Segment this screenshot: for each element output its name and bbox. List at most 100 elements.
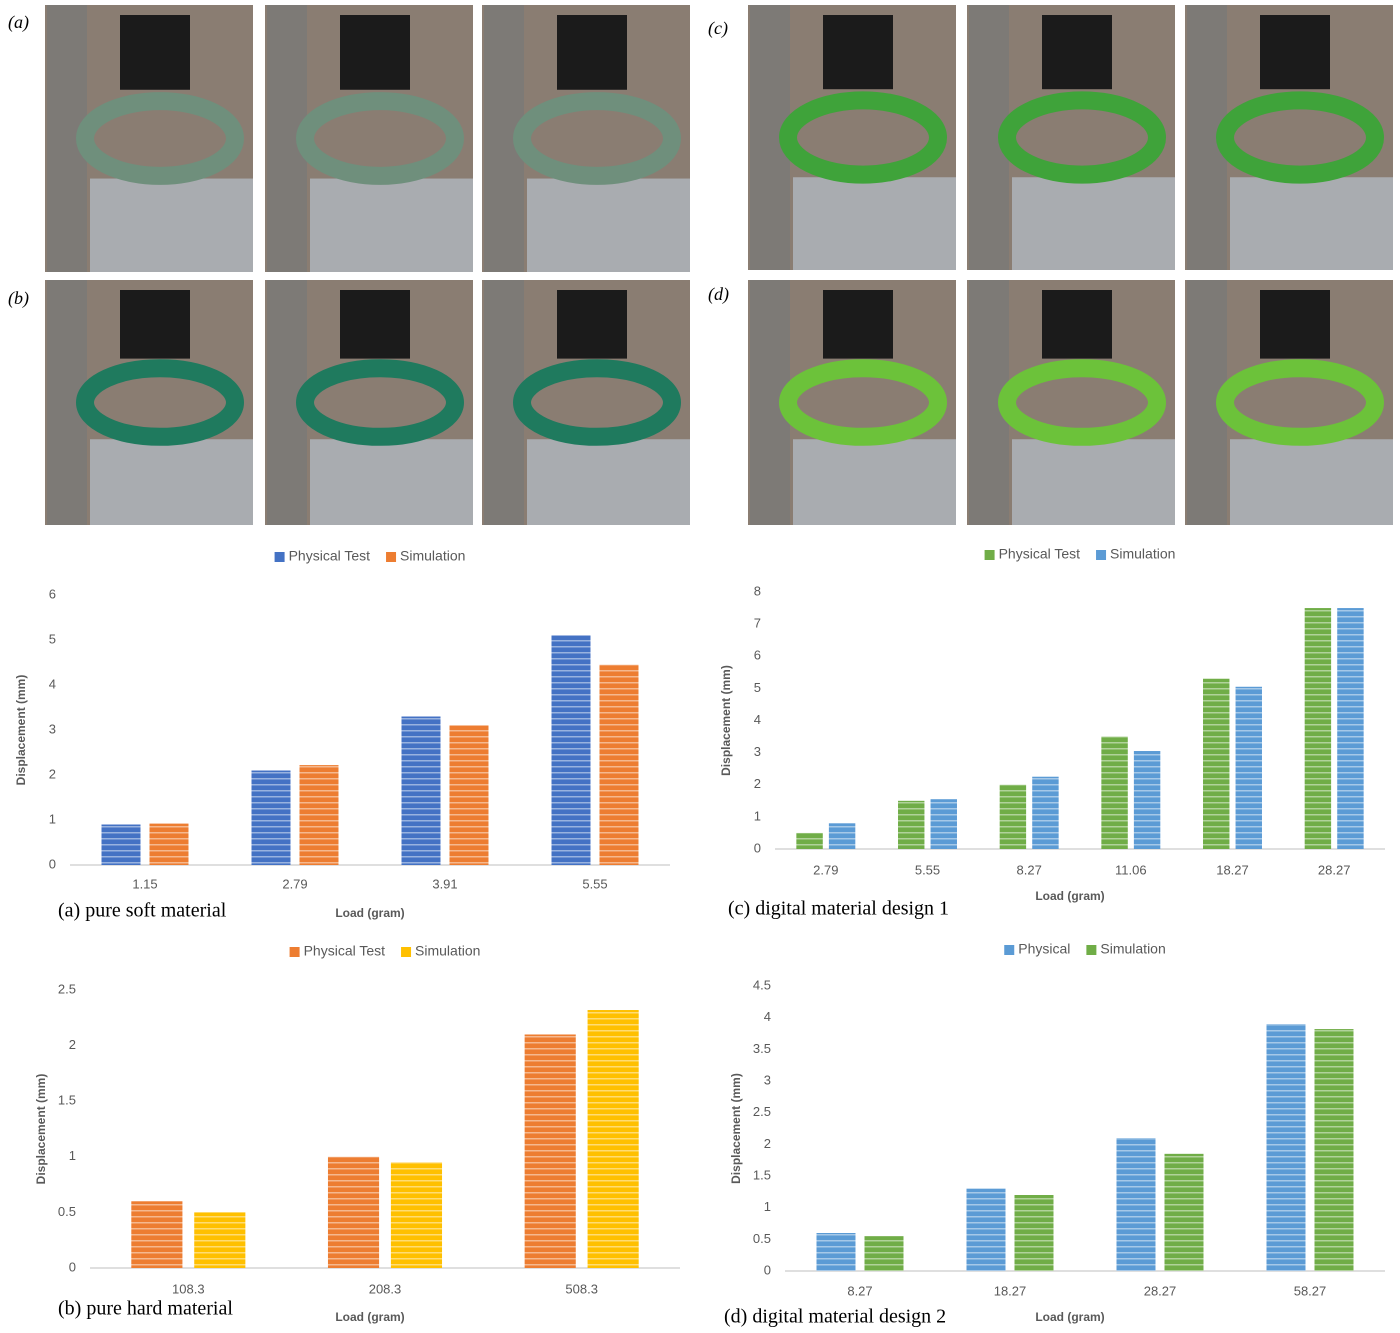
y-tick-label: 3 xyxy=(754,744,761,759)
y-tick-label: 2 xyxy=(69,1037,76,1052)
photo-block xyxy=(1230,439,1393,525)
bar xyxy=(131,1201,182,1268)
photo-block xyxy=(1012,439,1175,525)
x-tick-label: 58.27 xyxy=(1294,1283,1327,1298)
bar xyxy=(252,771,291,866)
photo-clip xyxy=(1042,15,1112,89)
panel-label: (d) xyxy=(708,284,729,305)
x-tick-label: 2.79 xyxy=(282,876,307,891)
y-tick-label: 4 xyxy=(754,712,761,727)
legend-label: Physical Test xyxy=(304,943,386,959)
photo-clip xyxy=(120,290,190,359)
legend-label: Physical xyxy=(1018,941,1070,957)
bar xyxy=(1337,608,1363,849)
x-tick-label: 8.27 xyxy=(1017,862,1042,877)
bar xyxy=(1236,687,1262,849)
photo-block xyxy=(90,439,253,525)
legend-label: Simulation xyxy=(415,943,480,959)
figure: (a) (b) (c) (d) 01234561.152.793.915.55D… xyxy=(0,0,1400,1333)
bar xyxy=(829,823,855,849)
y-tick-label: 3.5 xyxy=(753,1041,771,1056)
photo-clip xyxy=(823,15,893,89)
legend-swatch xyxy=(1096,550,1106,560)
legend-swatch xyxy=(290,947,300,957)
legend-label: Physical Test xyxy=(999,546,1081,562)
y-tick-label: 0 xyxy=(69,1259,76,1274)
x-tick-label: 5.55 xyxy=(915,862,940,877)
x-tick-label: 508.3 xyxy=(565,1281,598,1296)
legend-swatch xyxy=(1004,945,1014,955)
photo-clip xyxy=(1042,290,1112,359)
y-tick-label: 3 xyxy=(49,721,56,736)
x-axis-title: Load (gram) xyxy=(1035,1310,1104,1324)
y-axis-title: Displacement (mm) xyxy=(34,1074,48,1185)
legend-swatch xyxy=(1086,945,1096,955)
bar xyxy=(1015,1195,1054,1271)
panel-label: (a) xyxy=(8,12,29,33)
x-tick-label: 18.27 xyxy=(1216,862,1249,877)
bar xyxy=(1032,777,1058,849)
bar xyxy=(796,833,822,849)
bar xyxy=(1000,785,1026,849)
bar xyxy=(402,717,441,866)
legend-label: Simulation xyxy=(1110,546,1175,562)
chart: 00.511.522.533.544.58.2718.2728.2758.27D… xyxy=(724,941,1385,1328)
bar xyxy=(391,1162,442,1268)
bar xyxy=(600,665,639,865)
legend: Physical Test Simulation xyxy=(290,943,481,959)
caption: (c) digital material design 1 xyxy=(728,898,949,920)
bar xyxy=(150,824,189,865)
legend-swatch xyxy=(275,552,285,562)
y-tick-label: 2 xyxy=(754,776,761,791)
y-axis-title: Displacement (mm) xyxy=(729,1073,743,1184)
photo-block xyxy=(793,439,956,525)
bar xyxy=(1117,1138,1156,1271)
x-tick-label: 108.3 xyxy=(172,1281,205,1296)
legend: Physical Test Simulation xyxy=(985,546,1176,562)
bar xyxy=(865,1236,904,1271)
x-tick-label: 208.3 xyxy=(369,1281,402,1296)
photo-block xyxy=(1012,177,1175,270)
photo-clip xyxy=(1260,290,1330,359)
y-tick-label: 0 xyxy=(764,1262,771,1277)
bar xyxy=(1203,679,1229,849)
x-axis-title: Load (gram) xyxy=(335,906,404,920)
photo-block xyxy=(310,179,473,272)
photo-clip xyxy=(120,15,190,90)
x-tick-label: 28.27 xyxy=(1318,862,1351,877)
y-tick-label: 1.5 xyxy=(58,1093,76,1108)
y-tick-label: 2 xyxy=(764,1136,771,1151)
y-tick-label: 1.5 xyxy=(753,1167,771,1182)
y-axis-title: Displacement (mm) xyxy=(14,675,28,786)
legend-swatch xyxy=(985,550,995,560)
y-tick-label: 0.5 xyxy=(753,1231,771,1246)
x-tick-label: 2.79 xyxy=(813,862,838,877)
photo-block xyxy=(527,179,690,272)
bar xyxy=(300,765,339,865)
photo-block xyxy=(310,439,473,525)
y-tick-label: 6 xyxy=(49,586,56,601)
bar xyxy=(328,1157,379,1268)
y-tick-label: 4.5 xyxy=(753,977,771,992)
photo-clip xyxy=(823,290,893,359)
panel-label: (c) xyxy=(708,18,728,39)
photo-block xyxy=(527,439,690,525)
photo-clip xyxy=(557,290,627,359)
x-tick-label: 28.27 xyxy=(1144,1283,1177,1298)
photo-block xyxy=(1230,177,1393,270)
bar xyxy=(194,1212,245,1268)
x-tick-label: 5.55 xyxy=(582,876,607,891)
y-tick-label: 3 xyxy=(764,1072,771,1087)
bar xyxy=(1267,1024,1306,1271)
bar xyxy=(450,726,489,866)
y-tick-label: 1 xyxy=(754,808,761,823)
bar xyxy=(898,801,924,849)
bar xyxy=(1101,737,1127,849)
bar xyxy=(102,825,141,866)
y-tick-label: 2 xyxy=(49,766,56,781)
y-tick-label: 4 xyxy=(764,1009,771,1024)
bar xyxy=(1315,1029,1354,1271)
x-tick-label: 8.27 xyxy=(847,1283,872,1298)
